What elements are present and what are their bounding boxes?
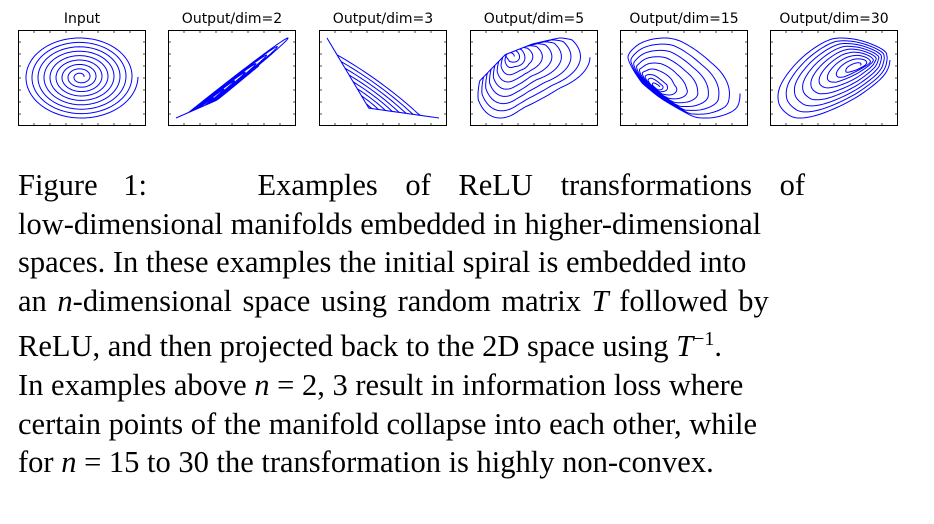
panel-title: Output/dim=2 (181, 11, 283, 27)
panel-dim30: Output/dim=30 (770, 10, 898, 126)
spiral-curve (326, 37, 440, 119)
caption-line: certain points of the manifold collapse … (18, 406, 758, 441)
spiral-curve (477, 37, 591, 119)
math-T: T (591, 283, 609, 318)
panel-title: Output/dim=30 (779, 11, 889, 27)
caption-text: to 30 the transformation is highly non-c… (147, 445, 714, 480)
caption-text: an (18, 283, 47, 318)
spiral-plot-dim15 (620, 30, 748, 126)
spiral-curve (175, 37, 289, 119)
panel-title: Output/dim=3 (332, 11, 434, 27)
caption-text: -dimensional space using random matrix (72, 283, 582, 318)
plot-ticks (319, 30, 447, 126)
spiral-curve (777, 37, 891, 119)
plot-frame (770, 30, 898, 126)
spiral-plot-input (18, 30, 146, 126)
math-values: = 2, 3 (277, 368, 348, 403)
figure-label: Figure 1: (18, 168, 147, 202)
panel-dim5: Output/dim=5 (470, 10, 598, 126)
figure-caption: Figure 1: Examples of ReLU transformatio… (18, 166, 918, 482)
panel-title: Output/dim=5 (483, 11, 585, 27)
plot-ticks (168, 30, 296, 126)
caption-line: spaces. In these examples the initial sp… (18, 245, 747, 280)
caption-line: for n = 15 to 30 the transformation is h… (18, 443, 918, 482)
math-n: n (57, 283, 73, 318)
caption-text: . (714, 329, 722, 364)
caption-text: followed by (619, 283, 769, 318)
figure-panels: Input Output/dim=2 Output/dim=3 Output/d… (0, 0, 934, 130)
caption-line: low-dimensional manifolds embedded in hi… (18, 206, 762, 241)
math-n: n (61, 445, 77, 480)
spiral-plot-dim5 (470, 30, 598, 126)
panel-title: Input (63, 11, 101, 27)
relu-text: ReLU (18, 329, 93, 364)
caption-text: In examples above (18, 368, 247, 403)
math-n: n (254, 368, 270, 403)
plot-ticks (620, 30, 748, 126)
caption-text: result in information loss where (355, 368, 744, 403)
plot-frame (319, 30, 447, 126)
caption-text: Examples of ReLU transformations of (257, 168, 806, 202)
math-values: = 15 (84, 445, 140, 480)
panel-dim3: Output/dim=3 (319, 10, 447, 126)
panel-input: Input (18, 10, 146, 126)
spiral-plot-dim30 (770, 30, 898, 126)
plot-ticks (18, 30, 146, 126)
spiral-plot-dim3 (319, 30, 447, 126)
math-exponent: −1 (693, 328, 715, 351)
plot-ticks (770, 30, 898, 126)
spiral-curve (627, 37, 741, 119)
spiral-curve (25, 37, 139, 119)
panel-title: Output/dim=15 (629, 11, 739, 27)
caption-line: Figure 1: Examples of ReLU transformatio… (18, 166, 918, 205)
spiral-plot-dim2 (168, 30, 296, 126)
caption-line: an n-dimensional space using random matr… (18, 282, 918, 321)
caption-text: , and then projected back to the 2D spac… (92, 329, 669, 364)
math-T: T (676, 329, 694, 364)
caption-text: for (18, 445, 54, 480)
panel-dim2: Output/dim=2 (168, 10, 296, 126)
panel-dim15: Output/dim=15 (620, 10, 748, 126)
caption-line: ReLU, and then projected back to the 2D … (18, 320, 918, 366)
caption-line: In examples above n = 2, 3 result in inf… (18, 366, 918, 405)
plot-ticks (470, 30, 598, 126)
